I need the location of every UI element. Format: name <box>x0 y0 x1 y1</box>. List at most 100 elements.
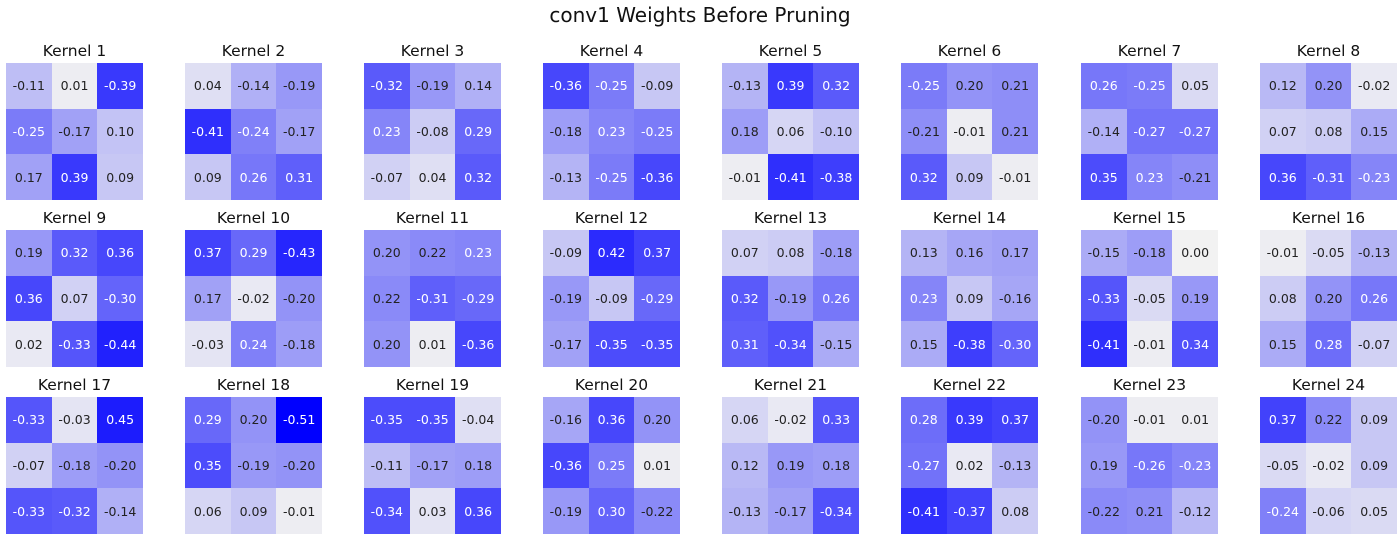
heatmap-cell: -0.27 <box>901 442 947 489</box>
heatmap-cell: 0.37 <box>634 230 680 276</box>
heatmap-cell: 0.00 <box>1172 230 1218 276</box>
heatmap-cell: 0.17 <box>992 230 1038 276</box>
kernel-heatmap: 0.04 -0.14 -0.19 -0.41 -0.24 -0.17 0.09 0.26 0.3… <box>185 63 322 200</box>
heatmap-cell: -0.25 <box>6 108 52 155</box>
heatmap-cell: 0.35 <box>1081 154 1127 200</box>
kernel-heatmap: -0.20 -0.01 0.01 0.19 -0.26 -0.23 -0.22 0.21 -0.… <box>1081 397 1218 534</box>
heatmap-cell: 0.22 <box>364 275 410 322</box>
kernel-heatmap: -0.09 0.42 0.37 -0.19 -0.09 -0.29 -0.17 -0.35 -0… <box>543 230 680 367</box>
heatmap-cell: 0.26 <box>1351 275 1397 322</box>
heatmap-cell: -0.14 <box>230 63 277 109</box>
heatmap-cell: -0.35 <box>409 397 456 443</box>
heatmap-cell: -0.31 <box>1305 154 1352 200</box>
heatmap-cell: -0.14 <box>1081 108 1127 155</box>
heatmap-cell: -0.02 <box>230 275 277 322</box>
kernel-heatmap: 0.20 0.22 0.23 0.22 -0.31 -0.29 0.20 0.01 -0.36 <box>364 230 501 367</box>
heatmap-cell: -0.25 <box>588 63 635 109</box>
heatmap-cell: -0.07 <box>6 442 52 489</box>
heatmap-cell: -0.41 <box>901 488 947 534</box>
heatmap-cell: 0.08 <box>767 230 814 276</box>
kernel-title: Kernel 1 <box>42 42 107 60</box>
heatmap-cell: -0.34 <box>364 488 410 534</box>
heatmap-cell: -0.23 <box>1351 154 1397 200</box>
heatmap-cell: 0.29 <box>185 397 231 443</box>
kernel-title: Kernel 2 <box>221 42 286 60</box>
heatmap-cell: 0.23 <box>1126 154 1173 200</box>
heatmap-cell: -0.03 <box>185 321 231 367</box>
heatmap-cell: 0.15 <box>1260 321 1306 367</box>
heatmap-cell: -0.01 <box>276 488 322 534</box>
heatmap-cell: -0.19 <box>543 488 589 534</box>
heatmap-cell: -0.17 <box>51 108 98 155</box>
heatmap-cell: 0.39 <box>946 397 993 443</box>
heatmap-cell: 0.45 <box>97 397 143 443</box>
heatmap-cell: -0.39 <box>97 63 143 109</box>
heatmap-cell: -0.41 <box>185 108 231 155</box>
heatmap-cell: 0.23 <box>455 230 501 276</box>
heatmap-cell: 0.32 <box>813 63 859 109</box>
heatmap-cell: 0.06 <box>722 397 768 443</box>
heatmap-cell: 0.14 <box>455 63 501 109</box>
heatmap-cell: -0.30 <box>992 321 1038 367</box>
heatmap-cell: 0.01 <box>634 442 680 489</box>
heatmap-cell: -0.07 <box>364 154 410 200</box>
heatmap-cell: 0.02 <box>946 442 993 489</box>
heatmap-cell: 0.24 <box>230 321 277 367</box>
kernel-heatmap: -0.11 0.01 -0.39 -0.25 -0.17 0.10 0.17 0.39 0.09 <box>6 63 143 200</box>
kernel-title: Kernel 21 <box>753 376 828 394</box>
heatmap-cell: -0.01 <box>1260 230 1306 276</box>
heatmap-cell: -0.19 <box>276 63 322 109</box>
heatmap-cell: -0.25 <box>901 63 947 109</box>
heatmap-cell: 0.08 <box>1305 108 1352 155</box>
heatmap-cell: -0.16 <box>992 275 1038 322</box>
heatmap-cell: 0.19 <box>1081 442 1127 489</box>
heatmap-cell: 0.06 <box>767 108 814 155</box>
heatmap-cell: -0.19 <box>767 275 814 322</box>
heatmap-cell: -0.18 <box>813 230 859 276</box>
kernel-heatmap: 0.29 0.20 -0.51 0.35 -0.19 -0.20 0.06 0.09 -0.01 <box>185 397 322 534</box>
heatmap-cell: -0.17 <box>767 488 814 534</box>
heatmap-cell: 0.30 <box>588 488 635 534</box>
heatmap-cell: 0.20 <box>946 63 993 109</box>
kernel-title: Kernel 10 <box>216 209 291 227</box>
heatmap-cell: 0.18 <box>722 108 768 155</box>
heatmap-cell: -0.31 <box>409 275 456 322</box>
heatmap-cell: 0.31 <box>276 154 322 200</box>
heatmap-cell: -0.30 <box>97 275 143 322</box>
heatmap-cell: 0.03 <box>409 488 456 534</box>
heatmap-cell: -0.13 <box>992 442 1038 489</box>
heatmap-cell: -0.37 <box>946 488 993 534</box>
heatmap-cell: -0.18 <box>543 108 589 155</box>
heatmap-cell: -0.22 <box>1081 488 1127 534</box>
kernel-title: Kernel 19 <box>395 376 470 394</box>
heatmap-cell: 0.32 <box>455 154 501 200</box>
heatmap-cell: -0.35 <box>588 321 635 367</box>
heatmap-cell: -0.24 <box>230 108 277 155</box>
kernel-title: Kernel 6 <box>937 42 1002 60</box>
heatmap-cell: -0.27 <box>1172 108 1218 155</box>
heatmap-cell: 0.04 <box>409 154 456 200</box>
heatmap-cell: -0.17 <box>409 442 456 489</box>
heatmap-cell: 0.12 <box>722 442 768 489</box>
heatmap-cell: -0.17 <box>276 108 322 155</box>
kernel-title: Kernel 3 <box>400 42 465 60</box>
kernel-title: Kernel 18 <box>216 376 291 394</box>
heatmap-cell: 0.26 <box>813 275 859 322</box>
heatmap-cell: 0.19 <box>6 230 52 276</box>
heatmap-cell: 0.36 <box>97 230 143 276</box>
heatmap-cell: 0.20 <box>1305 275 1352 322</box>
heatmap-cell: 0.05 <box>1351 488 1397 534</box>
heatmap-cell: -0.01 <box>722 154 768 200</box>
heatmap-cell: -0.36 <box>634 154 680 200</box>
heatmap-cell: 0.07 <box>51 275 98 322</box>
heatmap-cell: -0.01 <box>1126 321 1173 367</box>
heatmap-cell: 0.37 <box>992 397 1038 443</box>
kernel-title: Kernel 14 <box>932 209 1007 227</box>
heatmap-cell: 0.31 <box>722 321 768 367</box>
kernel-heatmap: -0.35 -0.35 -0.04 -0.11 -0.17 0.18 -0.34 0.03 0.… <box>364 397 501 534</box>
heatmap-cell: -0.08 <box>409 108 456 155</box>
heatmap-cell: 0.07 <box>722 230 768 276</box>
heatmap-cell: -0.33 <box>6 397 52 443</box>
heatmap-cell: 0.08 <box>1260 275 1306 322</box>
heatmap-cell: 0.35 <box>185 442 231 489</box>
